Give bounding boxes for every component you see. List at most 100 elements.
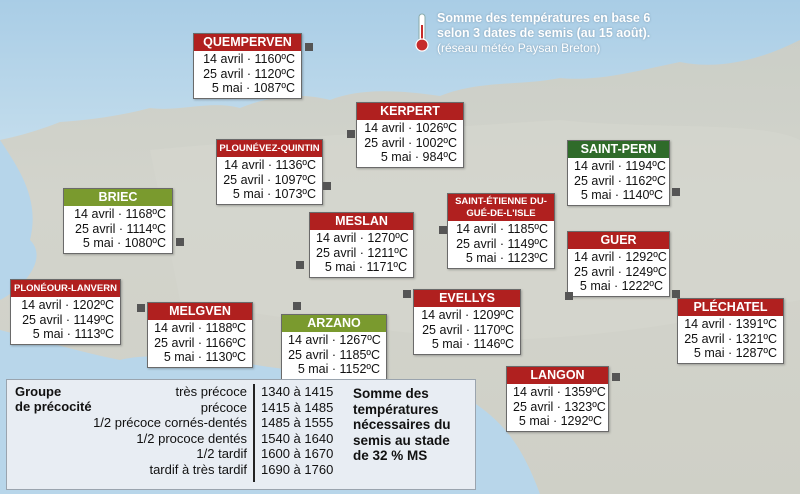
- value-25-avril: 25 avril · 1170ºC: [422, 322, 514, 337]
- group-range: 1485 à 1555: [261, 415, 334, 430]
- station-saint-etienne: SAINT-ÉTIENNE DU-GUÉ-DE-L'ISLE 14 avril …: [447, 193, 555, 269]
- value-14-avril: 14 avril · 1209ºC: [421, 308, 514, 322]
- station-marker: [672, 188, 680, 196]
- group-label: 1/2 prococe dentés: [136, 430, 247, 446]
- station-kerpert: KERPERT 14 avril · 1026ºC 25 avril · 100…: [356, 102, 464, 168]
- station-plechatel: PLÉCHATEL 14 avril · 1391ºC 25 avril · 1…: [677, 298, 784, 364]
- value-25-avril: 25 avril · 1114ºC: [75, 221, 166, 236]
- station-evellys: EVELLYS 14 avril · 1209ºC 25 avril · 117…: [413, 289, 521, 355]
- group-label: 1/2 tardif: [196, 446, 247, 461]
- station-name: QUEMPERVEN: [194, 34, 301, 51]
- station-marker: [672, 290, 680, 298]
- station-name: PLOUNÉVEZ-QUINTIN: [217, 140, 322, 157]
- group-range: 1600 à 1670: [261, 446, 334, 461]
- value-25-avril: 25 avril · 1166ºC: [154, 335, 246, 350]
- station-meslan: MESLAN 14 avril · 1270ºC 25 avril · 1211…: [309, 212, 414, 278]
- station-marker: [439, 226, 447, 234]
- value-14-avril: 14 avril · 1188ºC: [154, 321, 246, 335]
- value-25-avril: 25 avril · 1211ºC: [316, 245, 408, 260]
- value-14-avril: 14 avril · 1202ºC: [21, 298, 114, 312]
- station-name: ARZANO: [282, 315, 386, 332]
- legend-title: Somme des températures en base 6 selon 3…: [437, 11, 651, 40]
- group-range: 1415 à 1485: [261, 399, 334, 415]
- station-name: GUER: [568, 232, 669, 249]
- station-name: BRIEC: [64, 189, 172, 206]
- station-marker: [305, 43, 313, 51]
- station-name: KERPERT: [357, 103, 463, 120]
- group-label: 1/2 précoce cornés-dentés: [93, 415, 247, 430]
- group-range: 1540 à 1640: [261, 430, 334, 446]
- group-range: 1340 à 1415: [261, 384, 334, 399]
- value-25-avril: 25 avril · 1162ºC: [574, 173, 666, 188]
- value-25-avril: 25 avril · 1097ºC: [223, 172, 316, 187]
- groups-labels: très précoce précoce 1/2 précoce cornés-…: [67, 384, 247, 477]
- group-label: tardif à très tardif: [149, 461, 247, 477]
- station-name: LANGON: [507, 367, 608, 384]
- groups-note: Somme des températures nécessaires du se…: [353, 386, 451, 463]
- precocity-groups-table: Groupe de précocité très précoce précoce…: [6, 379, 476, 490]
- station-marker: [323, 182, 331, 190]
- legend-subtitle: (réseau météo Paysan Breton): [437, 41, 601, 55]
- station-marker: [176, 238, 184, 246]
- station-briec: BRIEC 14 avril · 1168ºC 25 avril · 1114º…: [63, 188, 173, 254]
- group-label: très précoce: [175, 384, 247, 399]
- station-marker: [612, 373, 620, 381]
- value-14-avril: 14 avril · 1168ºC: [74, 207, 166, 221]
- station-melgven: MELGVEN 14 avril · 1188ºC 25 avril · 116…: [147, 302, 253, 368]
- value-5-mai: 5 mai · 1130ºC: [163, 350, 246, 364]
- groups-title: Groupe de précocité: [15, 384, 92, 414]
- station-name: MESLAN: [310, 213, 413, 230]
- value-14-avril: 14 avril · 1267ºC: [288, 333, 381, 347]
- divider: [253, 384, 255, 482]
- value-25-avril: 25 avril · 1149ºC: [456, 236, 548, 251]
- value-5-mai: 5 mai · 1087ºC: [211, 81, 295, 95]
- station-marker: [565, 292, 573, 300]
- station-name: MELGVEN: [148, 303, 252, 320]
- station-marker: [293, 302, 301, 310]
- value-5-mai: 5 mai · 984ºC: [380, 150, 457, 164]
- station-name: SAINT-PERN: [568, 141, 669, 158]
- value-5-mai: 5 mai · 1287ºC: [693, 346, 777, 360]
- group-range: 1690 à 1760: [261, 461, 334, 477]
- value-25-avril: 25 avril · 1120ºC: [203, 66, 295, 81]
- station-guer: GUER 14 avril · 1292ºC 25 avril · 1249ºC…: [567, 231, 670, 297]
- thermometer-icon: [415, 13, 429, 52]
- value-14-avril: 14 avril · 1270ºC: [316, 231, 409, 245]
- value-5-mai: 5 mai · 1123ºC: [465, 251, 548, 265]
- groups-ranges: 1340 à 1415 1415 à 1485 1485 à 1555 1540…: [261, 384, 333, 477]
- value-14-avril: 14 avril · 1026ºC: [364, 121, 457, 135]
- value-5-mai: 5 mai · 1222ºC: [579, 279, 663, 293]
- value-5-mai: 5 mai · 1073ºC: [232, 187, 316, 201]
- station-name: PLONÉOUR-LANVERN: [11, 280, 120, 297]
- station-marker: [296, 261, 304, 269]
- group-label: précoce: [200, 399, 247, 415]
- value-5-mai: 5 mai · 1171ºC: [324, 260, 407, 274]
- station-quemperven: QUEMPERVEN 14 avril · 1160ºC 25 avril · …: [193, 33, 302, 99]
- value-14-avril: 14 avril · 1136ºC: [224, 158, 316, 172]
- value-25-avril: 25 avril · 1249ºC: [574, 264, 667, 279]
- value-14-avril: 14 avril · 1160ºC: [203, 52, 295, 66]
- station-marker: [403, 290, 411, 298]
- value-14-avril: 14 avril · 1359ºC: [513, 385, 606, 399]
- value-14-avril: 14 avril · 1391ºC: [684, 317, 777, 331]
- value-5-mai: 5 mai · 1292ºC: [518, 414, 602, 428]
- value-25-avril: 25 avril · 1323ºC: [513, 399, 606, 414]
- value-14-avril: 14 avril · 1194ºC: [574, 159, 666, 173]
- value-25-avril: 25 avril · 1321ºC: [684, 331, 777, 346]
- value-5-mai: 5 mai · 1080ºC: [82, 236, 166, 250]
- value-5-mai: 5 mai · 1146ºC: [431, 337, 514, 351]
- station-ploneour-lanvern: PLONÉOUR-LANVERN 14 avril · 1202ºC 25 av…: [10, 279, 121, 345]
- station-name: PLÉCHATEL: [678, 299, 783, 316]
- station-name: EVELLYS: [414, 290, 520, 307]
- station-saint-pern: SAINT-PERN 14 avril · 1194ºC 25 avril · …: [567, 140, 670, 206]
- station-marker: [137, 304, 145, 312]
- station-plounevez-quintin: PLOUNÉVEZ-QUINTIN 14 avril · 1136ºC 25 a…: [216, 139, 323, 205]
- value-25-avril: 25 avril · 1185ºC: [288, 347, 380, 362]
- value-25-avril: 25 avril · 1149ºC: [22, 312, 114, 327]
- value-14-avril: 14 avril · 1185ºC: [456, 222, 548, 236]
- station-marker: [347, 130, 355, 138]
- station-langon: LANGON 14 avril · 1359ºC 25 avril · 1323…: [506, 366, 609, 432]
- station-name: SAINT-ÉTIENNE DU-GUÉ-DE-L'ISLE: [448, 194, 554, 221]
- value-5-mai: 5 mai · 1140ºC: [580, 188, 663, 202]
- station-arzano: ARZANO 14 avril · 1267ºC 25 avril · 1185…: [281, 314, 387, 380]
